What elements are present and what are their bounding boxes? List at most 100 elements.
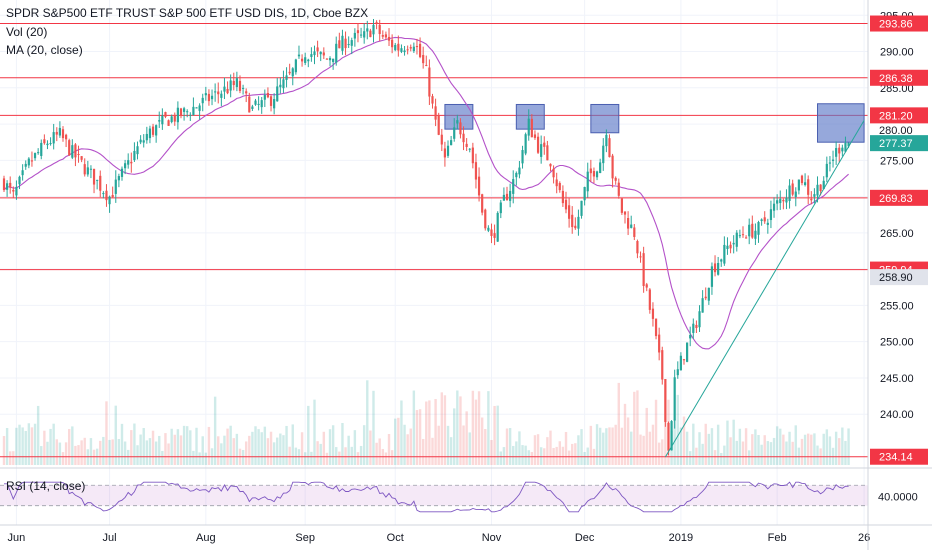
- candle-body: [33, 153, 37, 159]
- volume-bar: [185, 426, 189, 465]
- volume-bar: [723, 445, 726, 465]
- volume-bar: [403, 424, 406, 465]
- volume-bar: [285, 425, 288, 465]
- candle: [484, 208, 487, 231]
- candle: [788, 179, 791, 209]
- candle-body: [300, 58, 304, 62]
- time-axis[interactable]: Jun Jul Aug Sep Oct Nov Dec 2019 Feb 26: [8, 532, 871, 544]
- candle-body: [623, 211, 627, 215]
- candle: [214, 83, 217, 102]
- candle-body: [651, 308, 655, 319]
- candle-body: [52, 132, 55, 144]
- volume-bar: [251, 431, 254, 465]
- candle: [754, 223, 757, 246]
- candle-body: [21, 170, 24, 176]
- candle: [552, 165, 555, 184]
- candle: [474, 153, 478, 189]
- volume-bar: [803, 434, 807, 465]
- candle: [735, 230, 738, 252]
- level-price-tag-text: 281.20: [879, 110, 913, 122]
- volume-bar: [490, 439, 493, 465]
- candle: [6, 180, 9, 197]
- candle-body: [145, 133, 148, 141]
- candle-body: [322, 52, 325, 56]
- horizontal-levels[interactable]: [0, 23, 868, 458]
- volume-bar: [30, 427, 34, 465]
- volume-bar: [689, 451, 692, 465]
- candle-body: [689, 335, 692, 339]
- candle-body: [636, 241, 639, 254]
- volume-bar: [679, 427, 683, 465]
- candle-body: [77, 153, 80, 155]
- candle-body: [217, 91, 220, 95]
- candle-body: [639, 256, 642, 258]
- candle-body: [490, 229, 493, 236]
- candle-body: [446, 145, 450, 156]
- volume-bar: [465, 411, 468, 465]
- candle: [80, 156, 83, 163]
- candle-body: [555, 179, 558, 187]
- chart-title: SPDR S&P500 ETF TRUST S&P 500 ETF USD DI…: [6, 6, 369, 20]
- volume-bar: [36, 405, 40, 465]
- price-tick-label: 255.00: [880, 300, 914, 312]
- candle-body: [74, 144, 77, 158]
- volume-bar: [524, 445, 527, 465]
- volume-bar: [300, 432, 304, 465]
- candle: [220, 90, 223, 107]
- candle-body: [61, 129, 65, 139]
- candle: [844, 136, 847, 153]
- candle: [741, 226, 745, 238]
- candle-body: [471, 147, 474, 164]
- candle-body: [735, 232, 738, 247]
- level-price-tag-text: 269.83: [879, 193, 913, 205]
- candle: [536, 132, 540, 154]
- volume-bar: [409, 428, 412, 465]
- volume-bar: [561, 446, 565, 465]
- candle: [369, 28, 372, 38]
- candle-body: [266, 93, 270, 98]
- time-tick-label: Oct: [387, 532, 404, 544]
- volume-bar: [9, 451, 12, 465]
- candle: [521, 145, 524, 169]
- candle-body: [648, 289, 651, 310]
- volume-bar: [217, 436, 220, 465]
- level-price-tag: 269.83: [870, 189, 928, 206]
- candle-body: [465, 143, 468, 148]
- candle: [391, 34, 394, 54]
- volume-legend[interactable]: Vol (20): [6, 25, 48, 39]
- volume-bar: [611, 427, 614, 465]
- candle-body: [437, 115, 440, 135]
- volume-bar: [55, 439, 58, 465]
- candle-body: [766, 222, 769, 225]
- candle-body: [332, 58, 335, 62]
- candle: [822, 176, 825, 190]
- candle: [577, 209, 580, 236]
- candle-body: [133, 150, 136, 161]
- volume-bar: [782, 434, 785, 465]
- rsi-legend[interactable]: RSI (14, close): [6, 479, 86, 493]
- candle: [260, 96, 263, 114]
- volume-bar: [772, 437, 776, 465]
- trendline[interactable]: [664, 120, 865, 458]
- candle-body: [620, 198, 623, 213]
- volume-bar: [173, 434, 176, 465]
- candle-body: [167, 120, 170, 126]
- ma-legend[interactable]: MA (20, close): [6, 43, 83, 57]
- volume-bar: [704, 423, 707, 465]
- ma-line: [3, 36, 849, 350]
- candle: [207, 89, 211, 106]
- candle: [182, 106, 186, 121]
- volume-bar: [468, 432, 471, 465]
- candle-body: [679, 355, 682, 371]
- volume-bar: [533, 435, 537, 465]
- drawn-rectangles[interactable]: [444, 103, 865, 143]
- candle: [574, 217, 577, 230]
- candle-body: [71, 145, 74, 158]
- volume-bar: [453, 408, 456, 465]
- volume-bar: [400, 400, 403, 465]
- candle: [176, 101, 179, 130]
- candle-body: [294, 59, 297, 73]
- candle-body: [487, 227, 490, 231]
- volume-bar: [83, 437, 86, 465]
